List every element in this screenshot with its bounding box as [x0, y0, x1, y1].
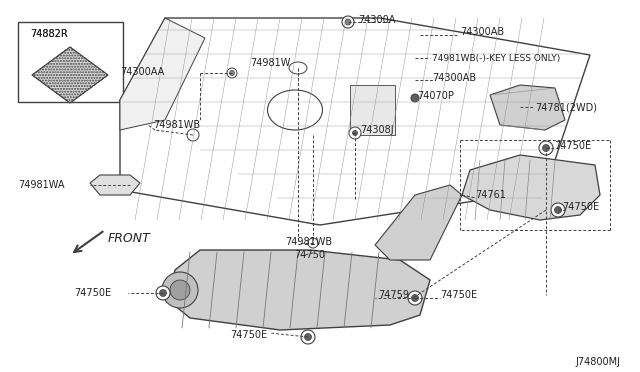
Text: 74761: 74761 — [475, 190, 506, 200]
Circle shape — [408, 291, 422, 305]
Polygon shape — [168, 250, 430, 330]
Text: 74981W: 74981W — [250, 58, 291, 68]
Circle shape — [301, 330, 315, 344]
Polygon shape — [462, 155, 600, 220]
Circle shape — [554, 206, 561, 214]
Text: 74981WB(-)-KEY LESS ONLY): 74981WB(-)-KEY LESS ONLY) — [432, 54, 560, 62]
Polygon shape — [120, 18, 205, 130]
Circle shape — [551, 203, 565, 217]
Circle shape — [353, 131, 358, 135]
Text: 74981WB: 74981WB — [153, 120, 200, 130]
Circle shape — [227, 68, 237, 78]
Polygon shape — [32, 47, 108, 103]
Circle shape — [342, 16, 354, 28]
Text: 74750E: 74750E — [554, 141, 591, 151]
Circle shape — [345, 19, 351, 25]
Text: 74070P: 74070P — [417, 91, 454, 101]
Text: 74981WB: 74981WB — [285, 237, 332, 247]
Circle shape — [170, 280, 190, 300]
Text: 74981WA: 74981WA — [18, 180, 65, 190]
Text: 74308J: 74308J — [360, 125, 394, 135]
Circle shape — [412, 295, 419, 301]
Text: 74750E: 74750E — [230, 330, 267, 340]
Circle shape — [156, 286, 170, 300]
Circle shape — [230, 71, 234, 76]
Text: 74781(2WD): 74781(2WD) — [535, 102, 597, 112]
Ellipse shape — [289, 62, 307, 74]
Text: 74300A: 74300A — [358, 15, 396, 25]
Circle shape — [187, 129, 199, 141]
Circle shape — [159, 289, 166, 296]
Circle shape — [539, 141, 553, 155]
Circle shape — [308, 238, 318, 248]
Text: J74800MJ: J74800MJ — [575, 357, 620, 367]
Text: 74750: 74750 — [294, 250, 325, 260]
Text: 74750E: 74750E — [562, 202, 599, 212]
Circle shape — [543, 144, 550, 151]
Circle shape — [349, 127, 361, 139]
Text: 74882R: 74882R — [30, 29, 68, 39]
Text: FRONT: FRONT — [108, 232, 151, 245]
Text: 74750E: 74750E — [440, 290, 477, 300]
Text: 74300AA: 74300AA — [120, 67, 164, 77]
Text: 74300AB: 74300AB — [432, 73, 476, 83]
Bar — [18, 22, 123, 102]
Circle shape — [162, 272, 198, 308]
Text: 74750E: 74750E — [74, 288, 111, 298]
Circle shape — [411, 94, 419, 102]
Polygon shape — [375, 185, 462, 260]
Polygon shape — [350, 85, 395, 135]
Text: 74759: 74759 — [378, 290, 409, 300]
Circle shape — [305, 334, 312, 340]
Polygon shape — [490, 85, 565, 130]
Text: 74300AB: 74300AB — [460, 27, 504, 37]
Polygon shape — [90, 175, 140, 195]
Text: 74882R: 74882R — [30, 29, 68, 39]
